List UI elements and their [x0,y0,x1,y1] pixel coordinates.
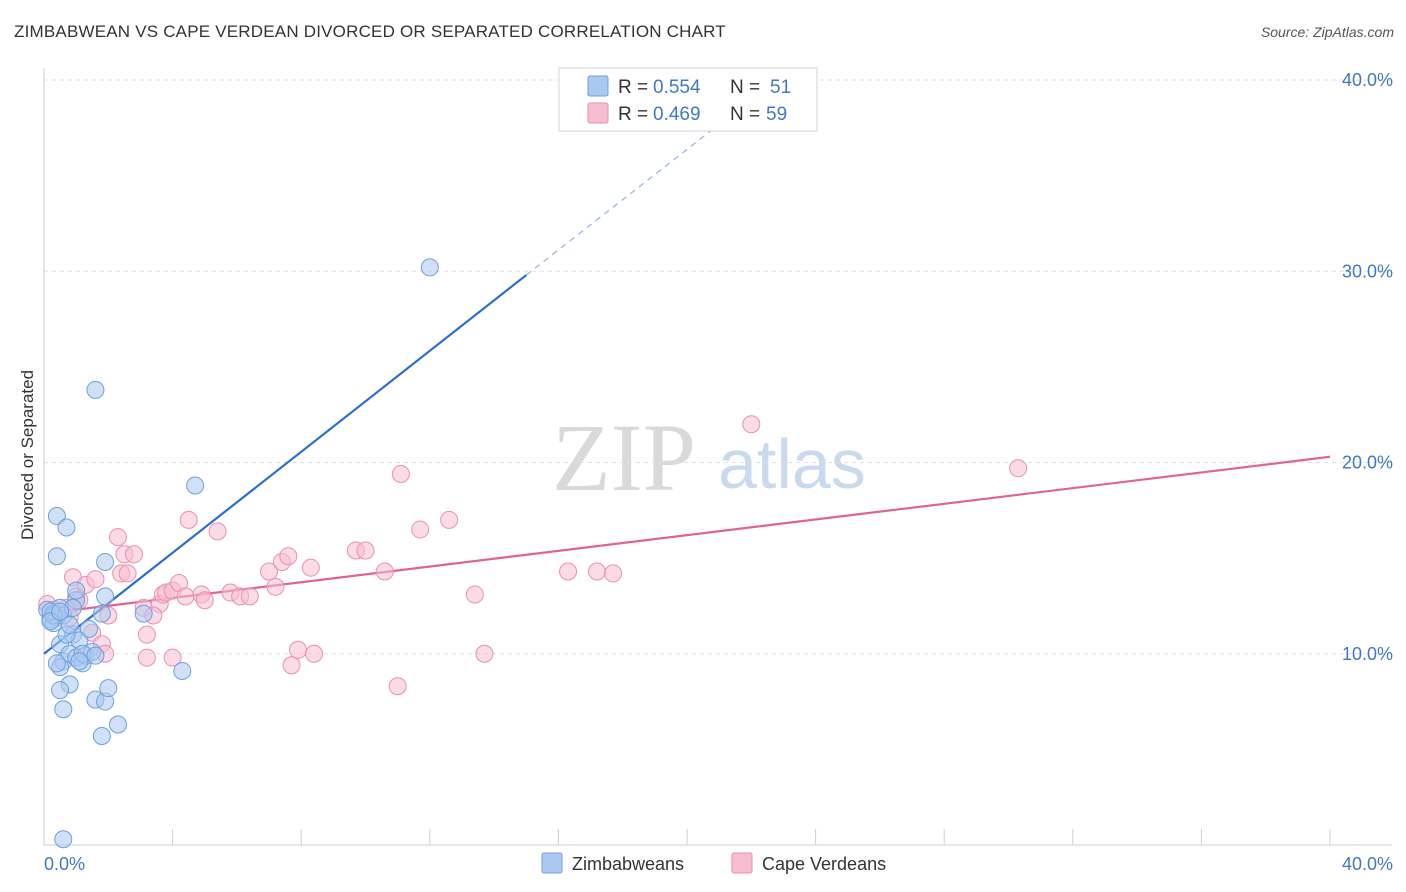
point-cape-verdeans-26 [176,587,195,606]
legend-r-label-1: R = [618,77,648,98]
point-zimbabweans-50 [60,616,79,635]
y-tick-label-1: 20.0% [1342,453,1393,473]
chart-title: ZIMBABWEAN VS CAPE VERDEAN DIVORCED OR S… [14,22,726,41]
y-tick-label-2: 30.0% [1342,261,1393,281]
point-zimbabweans-9 [57,518,76,537]
point-cape-verdeans-8 [86,570,105,589]
watermark: ZIP atlas [552,404,866,511]
trendline-cape-verdeans [43,455,1331,615]
point-cape-verdeans-31 [208,522,227,541]
tick-labels: 10.0% 20.0% 30.0% 40.0% 0.0% 40.0% [44,70,1393,874]
legend-n-label-2: N = [730,104,760,125]
point-cape-verdeans-40 [301,558,320,577]
y-axis-label: Divorced or Separated [18,370,37,540]
point-cape-verdeans-36 [266,577,285,596]
legend-n-label-1: N = [730,77,760,98]
point-cape-verdeans-39 [288,640,307,659]
point-cape-verdeans-34 [240,587,259,606]
data-points [38,258,1028,849]
point-zimbabweans-35 [186,476,205,495]
point-zimbabweans-27 [96,552,115,571]
point-cape-verdeans-19 [137,625,156,644]
bottom-legend-zimbabweans: Zimbabweans [572,854,684,874]
point-zimbabweans-19 [54,700,73,719]
legend-n-value-zimbabweans: 51 [770,77,791,98]
point-zimbabweans-39 [54,830,73,849]
point-cape-verdeans-16 [118,564,137,583]
bottom-legend: Zimbabweans Cape Verdeans [541,852,886,874]
point-cape-verdeans-47 [388,677,407,696]
point-zimbabweans-25 [92,604,111,623]
point-cape-verdeans-55 [742,415,761,434]
watermark-zip: ZIP [552,404,696,511]
point-zimbabweans-46 [47,654,66,673]
point-zimbabweans-43 [70,652,89,671]
bottom-legend-cape-verdeans: Cape Verdeans [762,854,886,874]
point-cape-verdeans-49 [440,510,459,529]
point-zimbabweans-7 [47,507,66,526]
legend-swatch-zimbabweans [587,75,609,97]
point-zimbabweans-49 [51,602,70,621]
point-zimbabweans-38 [420,258,439,277]
x-tick-label-1: 40.0% [1342,854,1393,874]
point-zimbabweans-33 [92,726,111,745]
point-cape-verdeans-20 [137,648,156,667]
point-cape-verdeans-53 [587,562,606,581]
point-cape-verdeans-13 [108,528,127,547]
point-cape-verdeans-27 [163,648,182,667]
x-tick-label-0: 0.0% [44,854,85,874]
point-cape-verdeans-30 [195,591,214,610]
legend-swatch-cape-verdeans [587,102,609,124]
point-cape-verdeans-41 [305,644,324,663]
bottom-legend-swatch-cape-verdeans [731,852,753,874]
point-cape-verdeans-50 [465,585,484,604]
point-zimbabweans-37 [134,604,153,623]
point-cape-verdeans-56 [1009,459,1028,478]
legend-n-value-cape-verdeans: 59 [766,104,787,125]
point-zimbabweans-32 [108,715,127,734]
trendline-zimbabweans-extension [525,98,752,276]
source-label: Source: ZipAtlas.com [1260,24,1394,40]
point-cape-verdeans-44 [356,541,375,560]
point-zimbabweans-18 [51,681,70,700]
y-tick-label-0: 10.0% [1342,644,1393,664]
axes [43,68,1392,846]
point-zimbabweans-31 [99,679,118,698]
point-cape-verdeans-46 [391,464,410,483]
point-cape-verdeans-35 [260,562,279,581]
point-cape-verdeans-48 [411,520,430,539]
point-zimbabweans-34 [86,380,105,399]
point-cape-verdeans-51 [475,644,494,663]
gridlines [44,79,1392,655]
point-cape-verdeans-42 [282,656,301,675]
point-cape-verdeans-52 [559,562,578,581]
point-cape-verdeans-45 [375,562,394,581]
legend-r-label-2: R = [618,104,648,125]
point-zimbabweans-36 [173,661,192,680]
legend-r-value-cape-verdeans: 0.469 [653,104,701,125]
bottom-legend-swatch-zimbabweans [541,852,563,874]
point-zimbabweans-47 [67,581,86,600]
trendlines [43,98,1331,655]
y-tick-label-3: 40.0% [1342,70,1393,90]
top-legend: R = 0.554 N = 51 R = 0.469 N = 59 [558,67,818,132]
point-zimbabweans-26 [96,587,115,606]
point-zimbabweans-8 [47,547,66,566]
point-cape-verdeans-17 [125,545,144,564]
trendline-zimbabweans [43,274,527,655]
point-cape-verdeans-54 [604,564,623,583]
legend-r-value-zimbabweans: 0.554 [653,77,701,98]
point-zimbabweans-44 [86,646,105,665]
watermark-atlas: atlas [718,425,866,503]
point-cape-verdeans-28 [179,510,198,529]
point-cape-verdeans-38 [279,547,298,566]
point-zimbabweans-24 [80,619,99,638]
